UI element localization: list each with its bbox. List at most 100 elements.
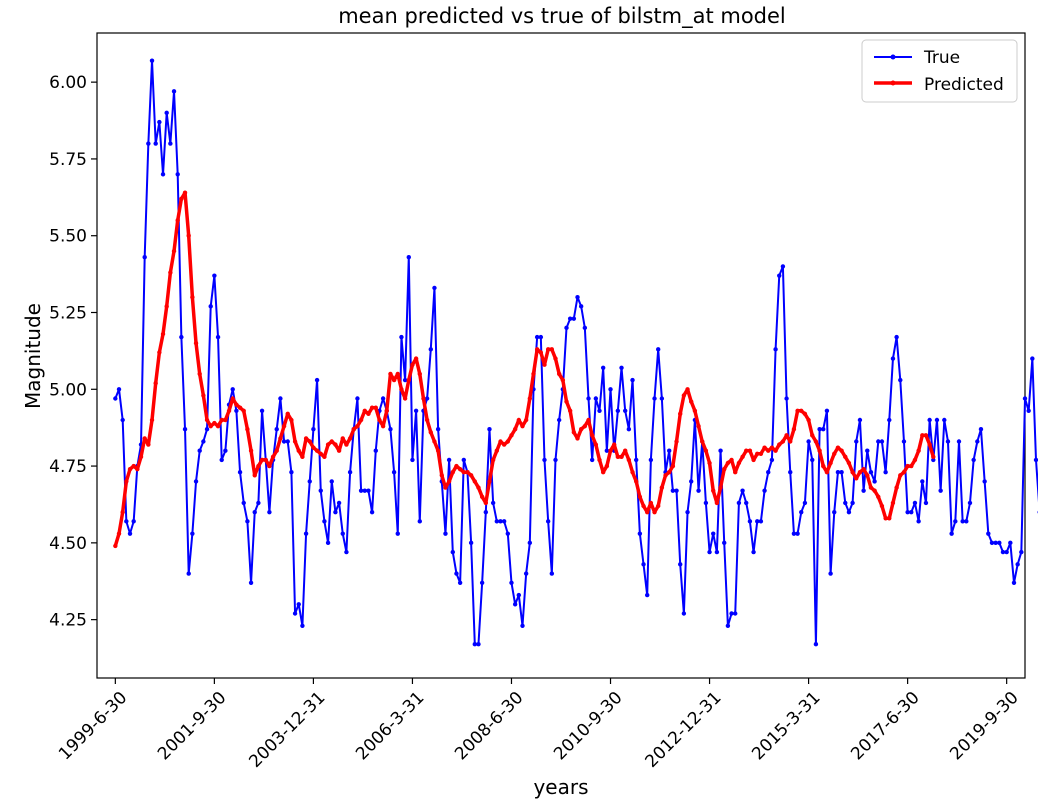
point-predicted (358, 417, 364, 423)
point-predicted (747, 448, 753, 453)
point-predicted (479, 494, 485, 499)
point-predicted (718, 485, 723, 490)
point-true (347, 470, 353, 475)
point-true (740, 488, 745, 493)
point-predicted (755, 451, 760, 456)
point-predicted (362, 408, 367, 413)
point-true (435, 427, 441, 432)
point-true (1004, 549, 1009, 555)
point-predicted (516, 417, 522, 423)
point-true (674, 488, 679, 493)
point-predicted (564, 399, 569, 404)
point-predicted (582, 423, 588, 429)
point-true (432, 285, 437, 291)
point-true (927, 417, 932, 423)
point-true (769, 457, 775, 463)
point-predicted (685, 387, 690, 392)
point-predicted (615, 454, 621, 460)
point-true (608, 387, 613, 392)
point-true (142, 255, 147, 260)
point-predicted (600, 470, 606, 475)
point-predicted (226, 408, 232, 413)
point-predicted (267, 463, 272, 469)
point-true (131, 519, 136, 524)
point-true (311, 427, 316, 432)
point-true (920, 479, 925, 484)
point-predicted (377, 417, 382, 423)
point-true (766, 470, 771, 475)
point-predicted (509, 433, 514, 438)
point-predicted (402, 396, 408, 401)
point-predicted (120, 509, 125, 515)
point-true (953, 519, 958, 524)
point-predicted (116, 531, 122, 536)
point-predicted (190, 294, 195, 300)
point-predicted (839, 448, 844, 453)
point-true (476, 642, 481, 647)
point-true (556, 417, 562, 423)
point-true (457, 580, 463, 585)
point-predicted (901, 470, 907, 475)
point-true (872, 479, 877, 484)
point-predicted (336, 448, 342, 453)
point-predicted (182, 190, 188, 195)
point-predicted (252, 473, 257, 478)
point-true (256, 500, 261, 506)
point-true (248, 580, 254, 585)
point-true (810, 457, 815, 463)
point-true (956, 439, 962, 444)
point-true (736, 500, 742, 506)
point-true (575, 294, 580, 300)
point-predicted (289, 417, 294, 423)
point-true (362, 488, 367, 493)
point-true (523, 571, 529, 576)
point-true (909, 509, 914, 515)
point-true (278, 396, 283, 401)
point-true (564, 325, 569, 331)
point-true (813, 642, 819, 647)
point-predicted (835, 445, 841, 450)
point-predicted (245, 427, 250, 432)
point-predicted (828, 460, 833, 466)
point-true (729, 611, 734, 616)
point-true (832, 509, 837, 515)
point-true (215, 334, 221, 340)
point-true (461, 457, 466, 463)
point-predicted (223, 417, 228, 423)
point-true (204, 427, 210, 432)
point-true (534, 334, 540, 340)
point-true (479, 580, 485, 585)
point-true (116, 387, 122, 392)
x-tick-label: 2017-6-30 (847, 688, 923, 764)
point-predicted (212, 420, 217, 426)
point-predicted (560, 377, 566, 383)
plot-area-frame (96, 32, 1026, 679)
point-predicted (179, 196, 184, 202)
point-true (868, 470, 874, 475)
point-predicted (322, 454, 327, 460)
point-true (487, 427, 492, 432)
point-predicted (443, 485, 448, 490)
point-true (997, 540, 1002, 546)
point-predicted (230, 396, 235, 401)
point-predicted (168, 270, 173, 275)
point-predicted (909, 463, 914, 469)
x-tick-label: 2003-12-31 (245, 688, 329, 772)
point-predicted (263, 457, 268, 463)
point-true (659, 396, 665, 401)
point-predicted (912, 457, 918, 463)
point-predicted (351, 427, 356, 432)
point-true (916, 519, 921, 524)
point-predicted (700, 439, 705, 444)
point-predicted (604, 463, 610, 469)
point-true (571, 316, 577, 321)
point-predicted (347, 436, 353, 441)
point-predicted (424, 417, 430, 423)
point-predicted (575, 436, 580, 441)
point-predicted (850, 470, 855, 475)
point-true (542, 457, 547, 463)
point-predicted (923, 433, 929, 438)
point-true (593, 396, 599, 401)
point-predicted (325, 442, 331, 447)
point-true (846, 509, 852, 515)
